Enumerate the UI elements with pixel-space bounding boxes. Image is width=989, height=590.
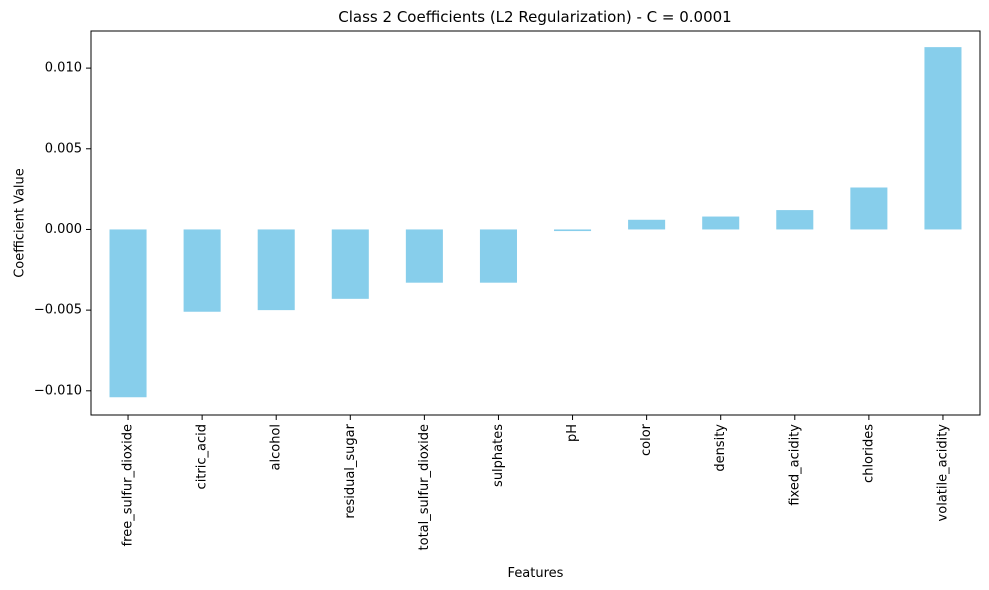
y-tick-label: 0.005 bbox=[45, 141, 82, 156]
x-tick-label: total_sulfur_dioxide bbox=[417, 424, 432, 550]
x-tick-label: residual_sugar bbox=[343, 423, 358, 518]
y-tick-label: 0.010 bbox=[45, 61, 82, 76]
x-axis: free_sulfur_dioxide citric_acid alcohol res… bbox=[121, 415, 950, 550]
bar-citric-acid bbox=[183, 229, 221, 312]
x-tick-label: sulphates bbox=[491, 424, 506, 487]
x-tick-label: volatile_acidity bbox=[935, 424, 950, 522]
bar-alcohol bbox=[257, 229, 295, 311]
bars-group bbox=[109, 47, 962, 398]
x-axis-label: Features bbox=[508, 566, 564, 581]
bar-color bbox=[628, 219, 666, 230]
bar-volatile-acidity bbox=[924, 47, 962, 230]
bar-total-sulfur-dioxide bbox=[405, 229, 443, 283]
x-tick-label: citric_acid bbox=[195, 424, 210, 489]
chart-title: Class 2 Coefficients (L2 Regularization)… bbox=[338, 8, 731, 26]
bar-residual-sugar bbox=[331, 229, 369, 299]
x-tick-label: fixed_acidity bbox=[787, 424, 802, 506]
y-tick-label: −0.005 bbox=[34, 303, 82, 318]
y-axis: −0.010 −0.005 0.000 0.005 0.010 bbox=[34, 61, 91, 398]
x-tick-label: alcohol bbox=[269, 424, 284, 470]
bar-density bbox=[702, 216, 740, 230]
bar-chlorides bbox=[850, 187, 888, 230]
x-tick-label: free_sulfur_dioxide bbox=[121, 424, 136, 546]
y-tick-label: 0.000 bbox=[45, 222, 82, 237]
x-tick-label: pH bbox=[565, 424, 580, 442]
bar-free-sulfur-dioxide bbox=[109, 229, 147, 398]
bar-ph bbox=[554, 229, 592, 232]
y-tick-label: −0.010 bbox=[34, 383, 82, 398]
x-tick-label: color bbox=[639, 423, 654, 456]
plot-frame bbox=[90, 30, 981, 416]
x-tick-label: chlorides bbox=[861, 424, 876, 483]
x-tick-label: density bbox=[713, 424, 728, 472]
y-axis-label: Coefficient Value bbox=[13, 168, 28, 278]
bar-fixed-acidity bbox=[776, 210, 814, 230]
bar-sulphates bbox=[479, 229, 517, 283]
